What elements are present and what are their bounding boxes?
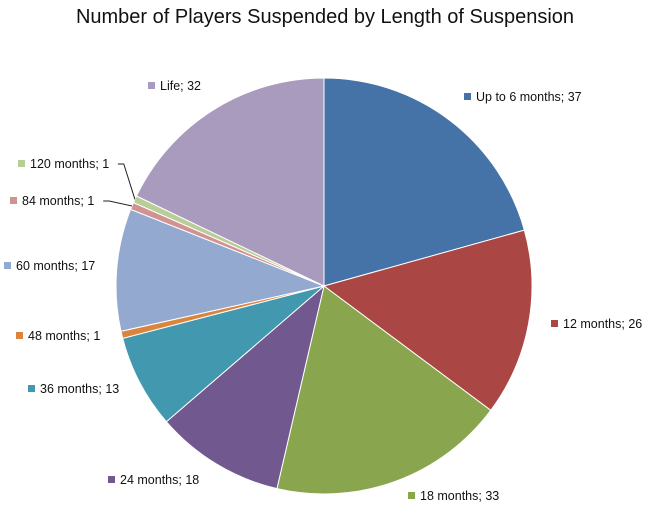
data-label-60-months: 60 months; 17 — [4, 259, 95, 273]
pie-slice-life — [135, 77, 325, 287]
data-label-text: 24 months; 18 — [120, 473, 199, 487]
data-label-18-months: 18 months; 33 — [408, 489, 499, 503]
data-label-120-months: 120 months; 1 — [18, 157, 136, 200]
legend-key — [10, 197, 17, 204]
legend-key — [108, 476, 115, 483]
data-label-text: 18 months; 33 — [420, 489, 499, 503]
pie-slice-up-to-6-months — [323, 77, 525, 287]
data-label-text: Up to 6 months; 37 — [476, 90, 582, 104]
data-label-48-months: 48 months; 1 — [16, 329, 100, 343]
legend-key — [4, 262, 11, 269]
data-label-text: 12 months; 26 — [563, 317, 642, 331]
leader-line — [103, 200, 133, 207]
legend-key — [18, 160, 25, 167]
pie-labels: Up to 6 months; 37 12 months; 26 18 months… — [4, 79, 642, 503]
pie-slice-24-months — [165, 284, 325, 490]
pie-slice-12-months — [322, 229, 533, 412]
data-label-24-months: 24 months; 18 — [108, 473, 199, 487]
data-label-text: 84 months; 1 — [22, 194, 94, 208]
pie-slice-18-months — [276, 285, 492, 495]
chart-title: Number of Players Suspended by Length of… — [75, 6, 575, 28]
data-label-text: Life; 32 — [160, 79, 201, 93]
data-label-36-months: 36 months; 13 — [28, 382, 119, 396]
data-label-up-to-6-months: Up to 6 months; 37 — [464, 90, 582, 104]
data-label-text: 60 months; 17 — [16, 259, 95, 273]
data-label-text: 48 months; 1 — [28, 329, 100, 343]
leader-line — [117, 163, 136, 200]
data-label-12-months: 12 months; 26 — [551, 317, 642, 331]
legend-key — [551, 320, 558, 327]
data-label-life: Life; 32 — [148, 79, 201, 93]
legend-key — [148, 82, 155, 89]
data-label-text: 120 months; 1 — [30, 157, 109, 171]
pie-slice-60-months — [115, 208, 326, 332]
legend-key — [464, 93, 471, 100]
pie-slices — [115, 77, 533, 495]
legend-key — [28, 385, 35, 392]
data-label-84-months: 84 months; 1 — [10, 194, 133, 208]
legend-key — [16, 332, 23, 339]
legend-key — [408, 492, 415, 499]
data-label-text: 36 months; 13 — [40, 382, 119, 396]
